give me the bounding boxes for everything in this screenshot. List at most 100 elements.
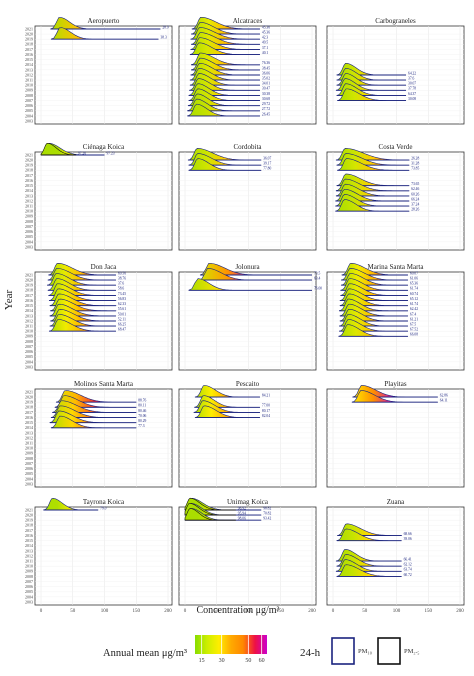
- y-tick-label: 2013: [25, 313, 33, 318]
- ridge-data-label: 42.3: [262, 36, 268, 40]
- y-tick-label: 2007: [25, 98, 33, 103]
- ridge-data-label: 66.41: [404, 558, 412, 562]
- panel-title: Tayrona Koica: [83, 498, 125, 506]
- y-tick-label: 2012: [25, 198, 33, 203]
- ridge-data-label: 39.06: [404, 537, 412, 541]
- y-axis-label: Year: [3, 290, 15, 311]
- y-tick-label: 2014: [25, 62, 33, 67]
- ridge-data-label: 64.11: [440, 399, 448, 403]
- y-tick-label: 2008: [25, 339, 33, 344]
- ridge-data-label: 76.36: [262, 61, 270, 65]
- y-tick-label: 2010: [25, 329, 33, 334]
- pm10-legend-label: PM₁₀: [358, 648, 372, 655]
- panel-title: Playitas: [384, 380, 406, 388]
- x-tick-label: 0: [184, 609, 187, 614]
- y-tick-label: 2008: [25, 574, 33, 579]
- y-tick-label: 2011: [25, 78, 33, 83]
- ridge-data-label: 27.72: [262, 107, 270, 111]
- y-tick-label: 2007: [25, 344, 33, 349]
- y-tick-label: 2011: [25, 559, 33, 564]
- y-tick-label: 2021: [25, 26, 33, 31]
- ridge-data-label: 67.5: [410, 323, 416, 327]
- y-tick-label: 2016: [25, 298, 33, 303]
- y-tick-label: 2005: [25, 471, 33, 476]
- ridge-data-label: 68.66: [404, 532, 412, 536]
- ridge-data-label: 52.11: [118, 317, 126, 321]
- ridge-data-label: 29.72: [262, 102, 270, 106]
- x-tick-label: 50: [214, 609, 220, 614]
- y-tick-label: 2005: [25, 108, 33, 113]
- x-tick-label: 150: [277, 609, 285, 614]
- y-tick-label: 2008: [25, 219, 33, 224]
- ridge-data-label: 28.26: [411, 208, 419, 212]
- y-tick-label: 2019: [25, 400, 33, 405]
- y-tick-label: 2008: [25, 456, 33, 461]
- y-tick-label: 2013: [25, 67, 33, 72]
- y-tick-label: 2014: [25, 188, 33, 193]
- y-tick-label: 2015: [25, 57, 33, 62]
- x-tick-label: 200: [164, 609, 172, 614]
- y-tick-label: 2006: [25, 103, 33, 108]
- station-panel: Marina Santa Marta60.0761.0665.3661.7460…: [326, 262, 465, 371]
- ridge-data-label: 63.74: [404, 568, 412, 572]
- y-tick-label: 2021: [25, 507, 33, 512]
- ridge-data-label: 60.26: [411, 192, 419, 196]
- ridge-data-label: 35.02: [262, 77, 270, 81]
- y-tick-label: 2021: [25, 152, 33, 157]
- ridge-data-label: 37.24: [411, 203, 419, 207]
- y-tick-label: 2008: [25, 93, 33, 98]
- ridge-data-label: 66.08: [410, 333, 418, 337]
- ridge-data-label: 37.78: [408, 87, 416, 91]
- y-tick-label: 2012: [25, 318, 33, 323]
- ridge-data-label: 69.56: [118, 271, 126, 275]
- ridge-data-label: 37.6: [118, 282, 124, 286]
- ridge-data-label: 30.08: [408, 97, 416, 101]
- y-tick-label: 2017: [25, 47, 33, 52]
- ridge-data-label: 49.5: [262, 41, 268, 45]
- ridge-data-label: 73.65: [411, 182, 419, 186]
- y-tick-label: 2005: [25, 354, 33, 359]
- ridge-data-label: 66.24: [411, 197, 419, 201]
- ridge-data-label: 65.12: [410, 297, 418, 301]
- panel-title: Alcatraces: [233, 17, 263, 25]
- panel-title: Unimag Koica: [227, 498, 269, 506]
- y-tick-label: 2011: [25, 204, 33, 209]
- y-tick-label: 2013: [25, 193, 33, 198]
- ridge-data-label: 64.22: [408, 71, 416, 75]
- y-tick-label: 2009: [25, 334, 33, 339]
- legend-ramp-label: 60: [259, 658, 265, 664]
- y-tick-label: 2019: [25, 163, 33, 168]
- ridge-data-label: 30.47: [262, 87, 270, 91]
- panel-title: Cordobita: [234, 143, 263, 151]
- panel-title: Jolonura: [235, 263, 260, 271]
- y-tick-label: 2015: [25, 183, 33, 188]
- y-tick-label: 2018: [25, 168, 33, 173]
- panel-title: Costa Verde: [379, 143, 413, 151]
- pm25-legend-label: PM₂.₅: [404, 648, 420, 655]
- panel-title: Carbograneles: [375, 17, 416, 25]
- ridge-data-label: 30.68: [262, 97, 270, 101]
- ridge-data-label: 79.0: [100, 506, 106, 510]
- x-tick-label: 200: [308, 609, 316, 614]
- ridge-data-label: 80.11: [138, 404, 146, 408]
- y-tick-label: 2015: [25, 420, 33, 425]
- ridge-data-label: 62.86: [440, 394, 448, 398]
- ridge-data-label: 37.6: [408, 77, 414, 81]
- ridge-data-label: 61.06: [410, 277, 418, 281]
- ridge-data-label: 45.36: [262, 31, 270, 35]
- ridge-data-label: 70.06: [138, 414, 146, 418]
- panel-title: Don Jaca: [91, 263, 118, 271]
- ridge-data-label: 40.1: [262, 51, 268, 55]
- y-tick-label: 2017: [25, 410, 33, 415]
- y-tick-label: 2009: [25, 88, 33, 93]
- x-tick-label: 0: [332, 609, 335, 614]
- y-tick-label: 2010: [25, 83, 33, 88]
- y-tick-label: 2016: [25, 415, 33, 420]
- y-tick-label: 2004: [25, 113, 33, 118]
